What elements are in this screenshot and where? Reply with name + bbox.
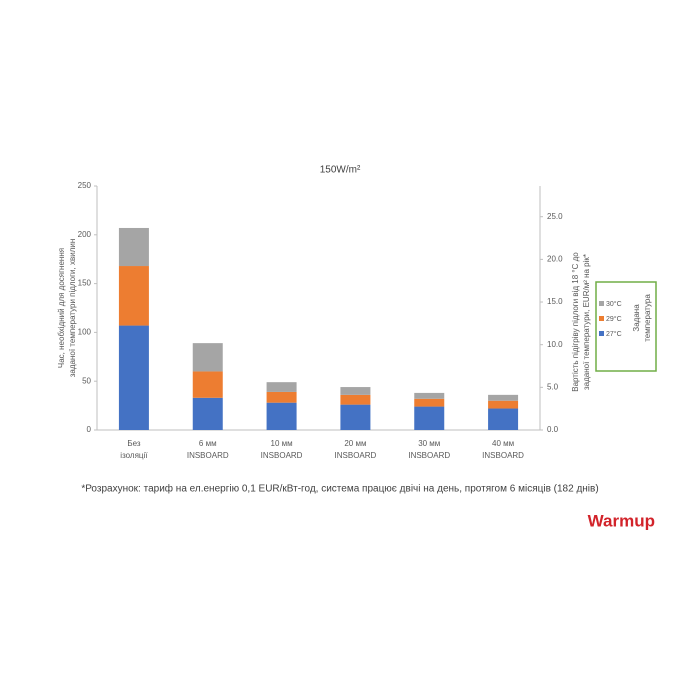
chart-title: 150W/m² <box>320 165 361 176</box>
x-tick-label-line: INSBOARD <box>482 451 524 460</box>
bar-segment <box>118 227 149 267</box>
bar-segment <box>192 371 223 398</box>
bar-segment <box>488 408 519 430</box>
y2-axis-label: Вартість підігріву підлоги від 18 °C до з… <box>571 252 591 392</box>
y2-axis-label-line: заданої температури, EUR/м² на рік* <box>582 254 591 390</box>
bar-segment <box>118 266 149 326</box>
bar-segment <box>340 387 371 395</box>
bar-segment <box>192 397 223 430</box>
bar-segment <box>340 394 371 405</box>
x-tick-label-line: INSBOARD <box>335 451 377 460</box>
legend-swatch <box>599 301 604 306</box>
y-axis-label: Час, необхідний для досягнення заданої те… <box>57 239 77 377</box>
x-tick-label: 6 мм INSBOARD <box>187 439 229 460</box>
x-tick-label-line: 6 мм <box>199 439 217 448</box>
legend-label: 29°C <box>606 315 622 323</box>
y2-axis-label-line: Вартість підігріву підлоги від 18 °C до <box>571 252 580 392</box>
legend-swatch <box>599 331 604 336</box>
bar-segment <box>414 406 445 430</box>
legend-title-line: Задана <box>632 304 641 332</box>
logo: Warmup <box>588 511 655 530</box>
x-tick-label-line: 40 мм <box>492 439 514 448</box>
bar-segment <box>488 400 519 409</box>
bar-segment <box>340 404 371 430</box>
y2-tick-label: 25.0 <box>547 212 563 221</box>
y-tick-label: 50 <box>82 376 91 385</box>
x-tick-label-line: INSBOARD <box>408 451 450 460</box>
x-tick-label: 20 мм INSBOARD <box>335 439 377 460</box>
y2-tick-label: 5.0 <box>547 382 559 391</box>
bar-segment <box>488 394 519 401</box>
x-tick-label: 10 мм INSBOARD <box>261 439 303 460</box>
bar-segment <box>266 402 297 430</box>
bar-segment <box>414 392 445 399</box>
y-tick-label: 0 <box>87 425 92 434</box>
y-axis-label-line: Час, необхідний для досягнення <box>57 248 66 368</box>
x-tick-label-line: INSBOARD <box>187 451 229 460</box>
bar-segment <box>118 325 149 430</box>
x-tick-label-line: 10 мм <box>271 439 293 448</box>
x-tick-label-line: 20 мм <box>344 439 366 448</box>
y2-tick-label: 15.0 <box>547 297 563 306</box>
bar-segment <box>192 343 223 372</box>
legend-label: 27°C <box>606 330 622 338</box>
y-tick-label: 200 <box>78 230 92 239</box>
y-tick-label: 150 <box>78 279 92 288</box>
x-tick-label: Без ізоляції <box>120 439 148 460</box>
x-tick-label: 30 мм INSBOARD <box>408 439 450 460</box>
y-tick-label: 250 <box>78 181 92 190</box>
y2-tick-label: 20.0 <box>547 254 563 263</box>
x-tick-label: 40 мм INSBOARD <box>482 439 524 460</box>
x-tick-label-line: ізоляції <box>120 451 148 460</box>
y-axis-label-line: заданої температури підлоги, хвилин <box>68 239 77 377</box>
y-tick-label: 100 <box>78 328 92 337</box>
legend-box <box>595 281 657 372</box>
x-tick-label-line: Без <box>127 439 141 448</box>
legend-label: 30°C <box>606 300 622 308</box>
legend-swatch <box>599 316 604 321</box>
bar-segment <box>266 382 297 392</box>
x-tick-label-line: INSBOARD <box>261 451 303 460</box>
bar-segment <box>266 391 297 403</box>
legend-title-line: температура <box>643 294 652 342</box>
bar-segment <box>414 398 445 407</box>
legend-title: Задана температура <box>632 294 652 342</box>
x-tick-label-line: 30 мм <box>418 439 440 448</box>
y2-tick-label: 10.0 <box>547 340 563 349</box>
footnote: *Розрахунок: тариф на ел.енергію 0,1 EUR… <box>81 483 598 495</box>
y2-tick-label: 0.0 <box>547 425 559 434</box>
